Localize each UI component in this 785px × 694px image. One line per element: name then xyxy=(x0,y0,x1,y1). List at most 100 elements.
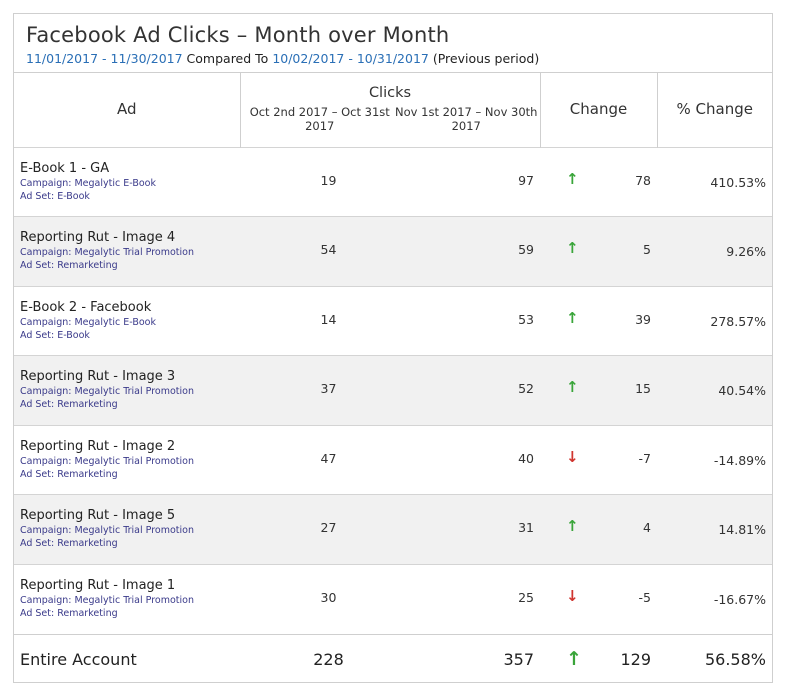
clicks-nov: 97 xyxy=(518,172,534,188)
change-value: 39 xyxy=(635,311,651,327)
ad-campaign: Campaign: Megalytic Trial Promotion xyxy=(20,455,195,467)
total-label: Entire Account xyxy=(20,649,137,669)
column-header-nov: Nov 1st 2017 – Nov 30th 2017 xyxy=(395,105,538,133)
ad-name: E-Book 1 - GA xyxy=(20,160,110,176)
previous-date-range[interactable]: 10/02/2017 - 10/31/2017 xyxy=(272,51,429,66)
clicks-cell: 54 59 xyxy=(240,217,540,287)
total-clicks-nov: 357 xyxy=(503,649,534,669)
pct-change-value: 278.57% xyxy=(710,313,766,329)
ad-campaign: Campaign: Megalytic Trial Promotion xyxy=(20,247,195,259)
ad-set: Ad Set: Remarketing xyxy=(20,538,118,550)
change-cell: ↓ -5 xyxy=(540,565,657,635)
change-value: -5 xyxy=(638,590,651,606)
total-clicks-oct: 228 xyxy=(313,649,344,669)
arrow-up-icon: ↑ xyxy=(566,517,579,536)
clicks-oct: 27 xyxy=(320,520,337,536)
ad-campaign: Campaign: Megalytic Trial Promotion xyxy=(20,386,195,398)
clicks-oct: 37 xyxy=(320,381,337,397)
change-cell: ↑ 5 xyxy=(540,217,657,287)
arrow-holder: ↓ xyxy=(540,426,579,466)
clicks-cell: 47 40 xyxy=(240,425,540,495)
table-row: E-Book 2 - Facebook Campaign: Megalytic E… xyxy=(14,286,772,356)
ad-name: Reporting Rut - Image 4 xyxy=(20,230,176,246)
ad-name: E-Book 2 - Facebook xyxy=(20,299,152,315)
total-clicks-cell: 228 357 xyxy=(240,634,540,683)
clicks-cell: 37 52 xyxy=(240,356,540,426)
clicks-nov: 52 xyxy=(518,381,534,397)
pct-change-value: 14.81% xyxy=(718,522,766,538)
ad-set: Ad Set: Remarketing xyxy=(20,260,118,272)
total-row: Entire Account 228 357 ↑ 129 56.58% xyxy=(14,634,772,683)
change-value: 15 xyxy=(635,381,651,397)
ad-name: Reporting Rut - Image 3 xyxy=(20,369,176,385)
total-pct-change: 56.58% xyxy=(704,649,766,669)
clicks-nov: 53 xyxy=(518,311,534,327)
ad-campaign: Campaign: Megalytic E-Book xyxy=(20,177,156,189)
ad-name: Reporting Rut - Image 2 xyxy=(20,438,176,454)
pct-change-value: 410.53% xyxy=(710,174,766,190)
arrow-up-icon: ↑ xyxy=(566,647,582,670)
ad-name: Reporting Rut - Image 5 xyxy=(20,508,176,524)
arrow-up-icon: ↑ xyxy=(566,169,579,188)
ad-campaign: Campaign: Megalytic Trial Promotion xyxy=(20,525,195,537)
current-date-range[interactable]: 11/01/2017 - 11/30/2017 xyxy=(26,51,183,66)
report-title: Facebook Ad Clicks – Month over Month xyxy=(26,23,450,47)
clicks-oct: 47 xyxy=(320,450,337,466)
report-header: Facebook Ad Clicks – Month over Month 11… xyxy=(14,14,772,73)
clicks-label: Clicks xyxy=(368,85,412,101)
ad-set: Ad Set: Remarketing xyxy=(20,468,118,480)
previous-period-label: (Previous period) xyxy=(432,51,540,66)
change-value: -7 xyxy=(638,450,651,466)
table-row: E-Book 1 - GA Campaign: Megalytic E-Book A… xyxy=(14,147,772,217)
ad-campaign: Campaign: Megalytic Trial Promotion xyxy=(20,595,195,607)
clicks-nov: 59 xyxy=(518,242,534,258)
ad-set: Ad Set: E-Book xyxy=(20,190,90,202)
ad-clicks-table: Ad Clicks Oct 2nd 2017 – Oct 31st 2017 N… xyxy=(14,73,772,683)
total-change-cell: ↑ 129 xyxy=(540,634,657,683)
arrow-holder: ↑ xyxy=(540,287,579,327)
table-row: Reporting Rut - Image 2 Campaign: Megalyt… xyxy=(14,425,772,495)
clicks-oct: 30 xyxy=(320,590,337,606)
change-cell: ↑ 78 xyxy=(540,147,657,217)
column-header-oct: Oct 2nd 2017 – Oct 31st 2017 xyxy=(249,105,390,133)
ad-set: Ad Set: Remarketing xyxy=(20,608,118,620)
clicks-cell: 30 25 xyxy=(240,565,540,635)
table-row: Reporting Rut - Image 3 Campaign: Megalyt… xyxy=(14,355,772,426)
ad-cell: E-Book 1 - GA Campaign: Megalytic E-Book A… xyxy=(14,147,240,217)
compared-to-label: Compared To xyxy=(186,51,269,66)
ad-set: Ad Set: E-Book xyxy=(20,329,90,341)
ad-campaign: Campaign: Megalytic E-Book xyxy=(20,316,156,328)
column-header-change: Change xyxy=(540,73,658,147)
clicks-nov: 25 xyxy=(518,590,534,606)
clicks-cell: 19 97 xyxy=(240,147,540,217)
column-header-clicks: Clicks Oct 2nd 2017 – Oct 31st 2017 Nov … xyxy=(240,73,541,147)
ad-name: Reporting Rut - Image 1 xyxy=(20,578,176,594)
arrow-holder: ↑ xyxy=(540,356,579,396)
date-range-line: 11/01/2017 - 11/30/2017 Compared To 10/0… xyxy=(26,51,772,66)
arrow-holder: ↓ xyxy=(540,565,579,605)
pct-change-value: 9.26% xyxy=(726,244,766,260)
arrow-down-icon: ↓ xyxy=(566,587,579,606)
ad-cell: Reporting Rut - Image 4 Campaign: Megalyt… xyxy=(14,217,240,287)
arrow-up-icon: ↑ xyxy=(566,378,579,397)
clicks-cell: 14 53 xyxy=(240,286,540,356)
change-value: 78 xyxy=(635,172,651,188)
arrow-up-icon: ↑ xyxy=(566,239,579,258)
arrow-holder: ↑ xyxy=(540,495,579,535)
change-cell: ↑ 4 xyxy=(540,495,657,565)
table-row: Reporting Rut - Image 4 Campaign: Megalyt… xyxy=(14,216,772,287)
clicks-oct: 54 xyxy=(320,242,337,258)
clicks-nov: 40 xyxy=(518,450,534,466)
report-card: Facebook Ad Clicks – Month over Month 11… xyxy=(13,13,773,683)
ad-set: Ad Set: Remarketing xyxy=(20,399,118,411)
change-value: 4 xyxy=(643,520,651,536)
change-value: 5 xyxy=(643,242,651,258)
arrow-up-icon: ↑ xyxy=(566,308,579,327)
table-row: Reporting Rut - Image 5 Campaign: Megalyt… xyxy=(14,494,772,565)
clicks-cell: 27 31 xyxy=(240,495,540,565)
total-change-value: 129 xyxy=(620,649,651,669)
ad-cell: E-Book 2 - Facebook Campaign: Megalytic E… xyxy=(14,286,240,356)
pct-change-value: -14.89% xyxy=(713,452,766,468)
arrow-down-icon: ↓ xyxy=(566,447,579,466)
pct-change-value: -16.67% xyxy=(713,592,766,608)
